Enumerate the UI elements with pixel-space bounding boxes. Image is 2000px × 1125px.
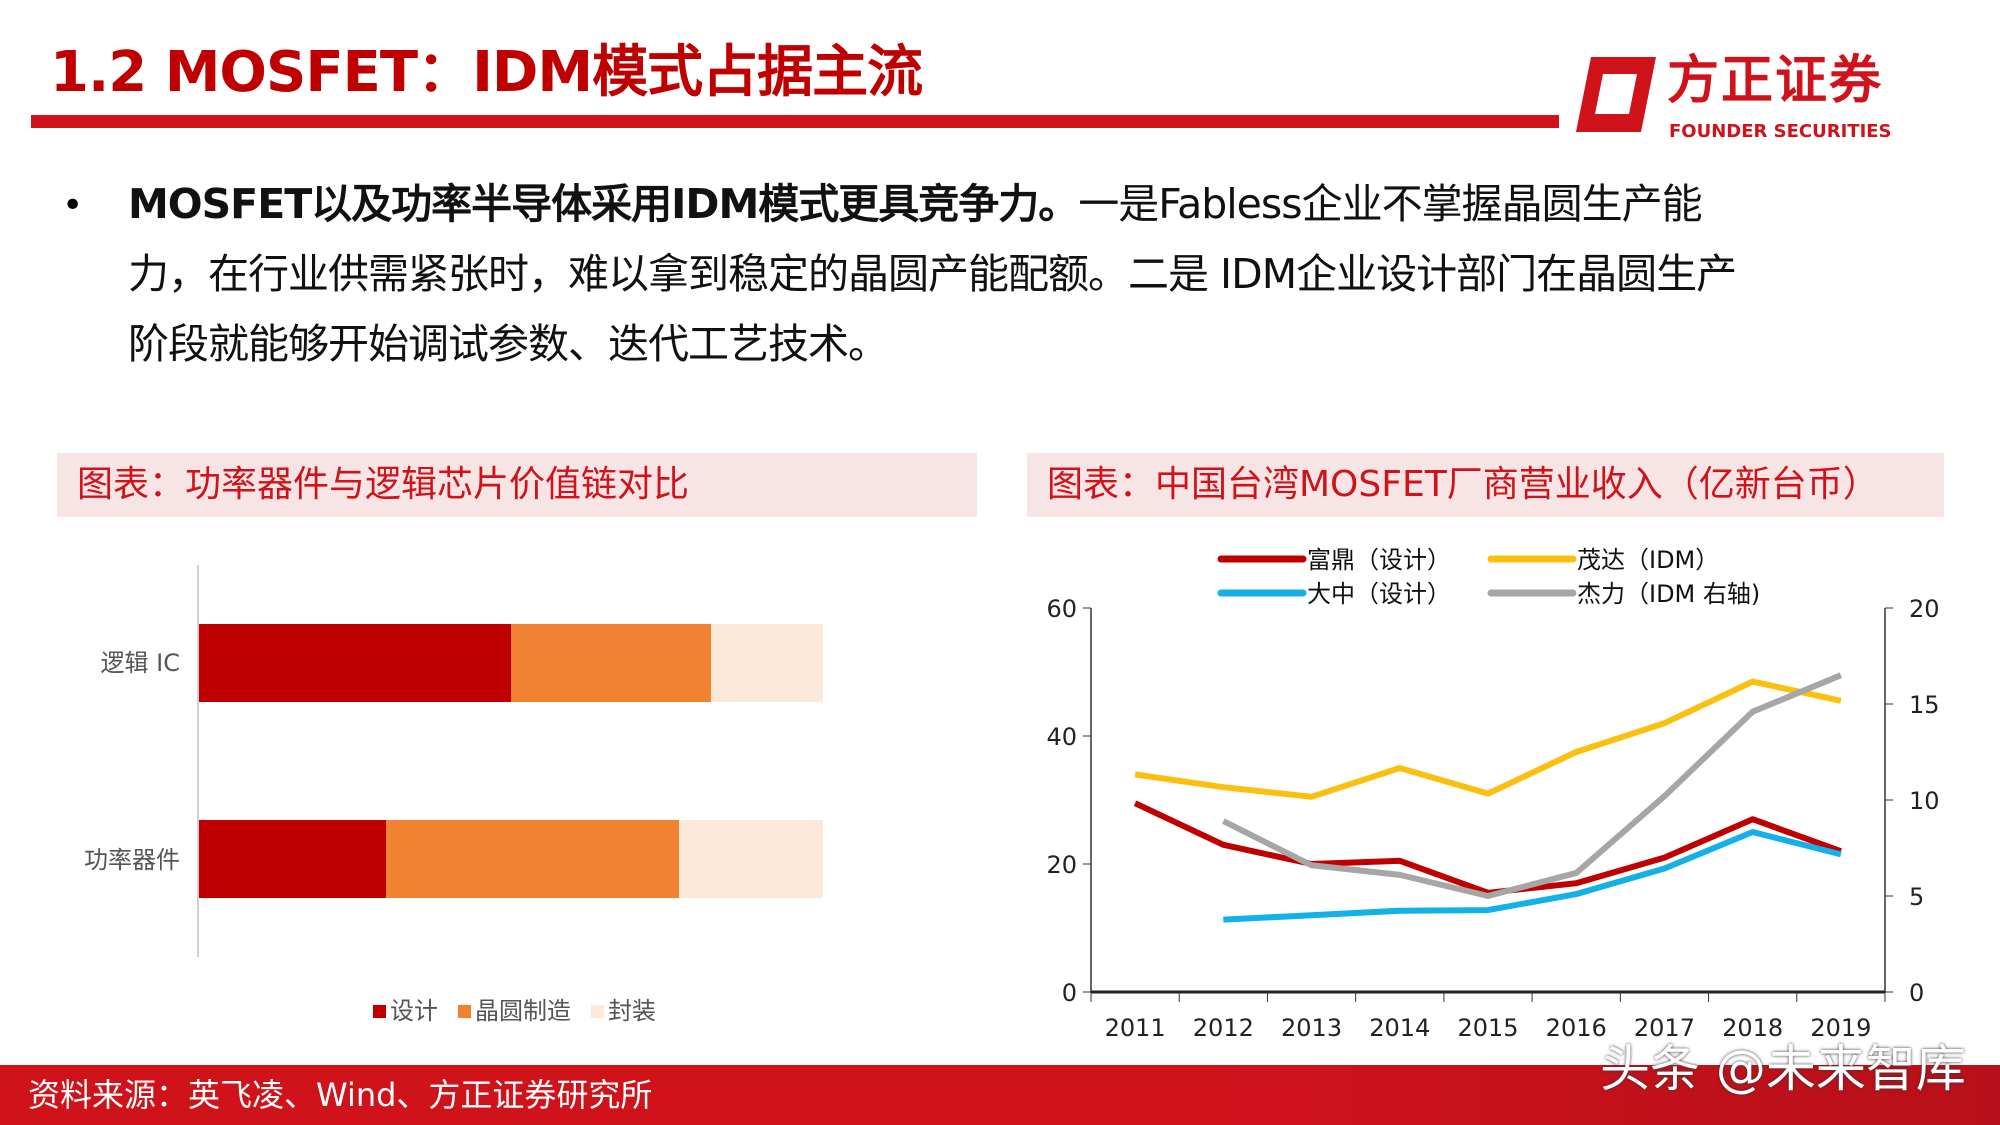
body-line-3: 阶段就能够开始调试参数、迭代工艺技术。 xyxy=(128,320,889,368)
body-line-2: 力，在行业供需紧张时，难以拿到稳定的晶圆产能配额。二是 IDM企业设计部门在晶圆… xyxy=(128,250,1737,298)
x-tick-label: 2013 xyxy=(1281,1014,1342,1042)
legend-label: 设计 xyxy=(390,997,438,1025)
y-tick-label: 60 xyxy=(1046,595,1077,623)
legend-swatch xyxy=(458,1004,471,1018)
x-tick-label: 2018 xyxy=(1722,1014,1783,1042)
x-tick-label: 2016 xyxy=(1546,1014,1607,1042)
x-tick-label: 2015 xyxy=(1457,1014,1518,1042)
watermark: 头条 @未来智库 xyxy=(1600,1040,1966,1098)
legend-label: 杰力（IDM 右轴) xyxy=(1577,580,1760,608)
bar-segment xyxy=(710,624,823,702)
legend-label: 封装 xyxy=(608,997,656,1025)
legend-label: 大中（设计） xyxy=(1307,580,1451,608)
legend-item: 封装 xyxy=(591,996,656,1026)
series-line-2 xyxy=(1223,829,1842,923)
bar-segment xyxy=(199,820,387,898)
right-chart-title: 图表：中国台湾MOSFET厂商营业收入（亿新台币） xyxy=(1027,453,1944,517)
body-line-1-rest: 一是Fabless企业不掌握晶圆生产能 xyxy=(1078,180,1702,228)
bullet-icon: • xyxy=(62,185,84,226)
title-divider xyxy=(31,115,1559,128)
legend-label: 富鼎（设计） xyxy=(1307,546,1451,574)
x-tick-label: 2012 xyxy=(1193,1014,1254,1042)
y2-tick-label: 10 xyxy=(1909,787,1940,815)
left-chart-title: 图表：功率器件与逻辑芯片价值链对比 xyxy=(57,453,977,517)
bar-category-label: 功率器件 xyxy=(84,846,180,874)
page-title: 1.2 MOSFET：IDM模式占据主流 xyxy=(50,40,923,105)
legend-item: 设计 xyxy=(373,996,438,1026)
series-line-0 xyxy=(1133,800,1842,896)
y-tick-label: 0 xyxy=(1062,979,1077,1007)
y2-tick-label: 5 xyxy=(1909,883,1924,911)
legend-label: 茂达（IDM） xyxy=(1577,546,1719,574)
bar-chart-axis xyxy=(197,565,199,957)
bar-power-device xyxy=(199,820,823,898)
body-line-1: MOSFET以及功率半导体采用IDM模式更具竞争力。一是Fabless企业不掌握… xyxy=(128,178,1703,230)
x-tick-label: 2011 xyxy=(1105,1014,1166,1042)
y2-tick-label: 20 xyxy=(1909,595,1940,623)
logo-text-cn: 方正证券 xyxy=(1667,51,1884,111)
series-line-1 xyxy=(1134,678,1842,800)
bar-segment xyxy=(679,820,823,898)
legend-item: 晶圆制造 xyxy=(458,996,571,1026)
legend-label: 晶圆制造 xyxy=(475,997,571,1025)
bar-logic-ic xyxy=(199,624,823,702)
line-chart: 0 20 40 60 0 5 10 15 20 2011 2012 2013 2014 2015 2016 2… xyxy=(1046,546,1940,1042)
bar-segment xyxy=(511,624,711,702)
legend-swatch xyxy=(373,1004,386,1018)
bar-legend: 设计 晶圆制造 封装 xyxy=(373,996,656,1026)
logo-mark-icon xyxy=(1576,57,1656,132)
y2-tick-label: 0 xyxy=(1909,979,1924,1007)
logo-text-en: FOUNDER SECURITIES xyxy=(1669,121,1892,142)
y2-tick-label: 15 xyxy=(1909,691,1940,719)
founder-logo: 方正证券 FOUNDER SECURITIES xyxy=(1571,52,1911,148)
source-note: 资料来源：英飞凌、Wind、方正证券研究所 xyxy=(28,1076,653,1114)
series-line-3 xyxy=(1221,672,1843,899)
bar-segment xyxy=(199,624,511,702)
x-tick-label: 2017 xyxy=(1634,1014,1695,1042)
bar-segment xyxy=(386,820,680,898)
x-tick-label: 2019 xyxy=(1810,1014,1871,1042)
bar-category-label: 逻辑 IC xyxy=(100,649,180,677)
body-bold: MOSFET以及功率半导体采用IDM模式更具竞争力。 xyxy=(128,180,1079,228)
legend-swatch xyxy=(591,1004,604,1018)
footer-band xyxy=(0,1065,2000,1125)
x-tick-label: 2014 xyxy=(1369,1014,1430,1042)
y-tick-label: 40 xyxy=(1046,723,1077,751)
y-tick-label: 20 xyxy=(1046,851,1077,879)
